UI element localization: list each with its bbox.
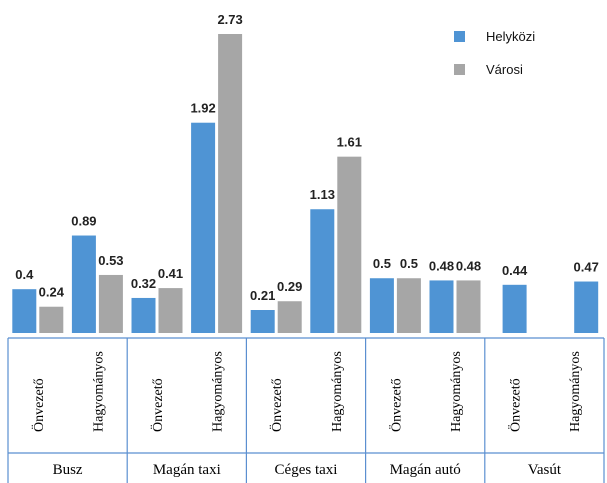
value-labels-layer: 0.4 0.24 0.89 0.53 0.320.41 1.92 2.73 0.210.29 1… <box>15 12 599 303</box>
tick-label-ceges-taxi-hagyomanyos: Hagyományos <box>330 351 345 432</box>
value-label-helykozi-busz-hagyomanyos: 0.89 <box>71 214 96 229</box>
value-label-helykozi-ceges-taxi-onvezeto: 0.21 <box>250 288 275 303</box>
bar-helykozi-busz-hagyomanyos <box>71 235 96 333</box>
category-axis-table: Önvezető Hagyományos Busz Önvezető Hagyomány… <box>7 337 605 483</box>
value-label-helykozi-magan-auto-onvezeto: 0.5 <box>373 256 391 271</box>
bar-varosi-magan-taxi-onvezeto <box>158 288 183 333</box>
legend-label-varosi: Városi <box>486 62 523 77</box>
tick-label-magan-taxi-hagyomanyos: Hagyományos <box>211 351 226 432</box>
value-label-helykozi-ceges-taxi-hagyomanyos: 1.13 <box>310 187 335 202</box>
legend-swatch-helykozi <box>454 31 465 42</box>
bar-varosi-magan-taxi-hagyomanyos <box>218 34 243 333</box>
bar-helykozi-ceges-taxi-onvezeto <box>250 310 275 333</box>
value-label-varosi-ceges-taxi-hagyomanyos: 1.61 <box>337 135 362 150</box>
tick-label-magan-auto-onvezeto: Önvezető <box>387 378 404 432</box>
tick-label-busz-hagyomanyos: Hagyományos <box>91 351 106 432</box>
bar-helykozi-magan-auto-hagyomanyos <box>429 280 454 333</box>
group-label-ceges-taxi: Céges taxi <box>275 462 338 478</box>
value-label-helykozi-magan-taxi-onvezeto: 0.32 <box>131 276 156 291</box>
legend: Helyközi Városi <box>454 29 535 77</box>
legend-label-helykozi: Helyközi <box>486 29 535 44</box>
group-label-busz: Busz <box>53 462 83 478</box>
tick-label-magan-auto-hagyomanyos: Hagyományos <box>449 351 464 432</box>
bar-varosi-ceges-taxi-onvezeto <box>277 301 302 333</box>
value-label-varosi-magan-auto-hagyomanyos: 0.48 <box>456 258 481 273</box>
bar-helykozi-busz-onvezeto <box>12 289 37 333</box>
value-label-varosi-magan-taxi-onvezeto: 0.41 <box>158 266 183 281</box>
group-label-magan-auto: Magán autó <box>390 462 461 478</box>
bar-varosi-ceges-taxi-hagyomanyos <box>337 156 362 333</box>
value-label-varosi-ceges-taxi-onvezeto: 0.29 <box>277 279 302 294</box>
value-label-varosi-magan-auto-onvezeto: 0.5 <box>400 256 418 271</box>
legend-swatch-varosi <box>454 64 465 75</box>
tick-label-vasut-hagyomanyos: Hagyományos <box>568 351 583 432</box>
value-label-helykozi-vasut-onvezeto: 0.44 <box>502 263 528 278</box>
bar-helykozi-magan-taxi-onvezeto <box>131 297 156 333</box>
bars-layer <box>12 34 599 333</box>
bar-varosi-magan-auto-onvezeto <box>396 278 421 333</box>
value-label-helykozi-magan-taxi-hagyomanyos: 1.92 <box>190 101 215 116</box>
tick-label-vasut-onvezeto: Önvezető <box>507 378 524 432</box>
group-label-magan-taxi: Magán taxi <box>153 462 221 478</box>
value-label-varosi-busz-onvezeto: 0.24 <box>39 285 65 300</box>
bar-helykozi-magan-auto-onvezeto <box>369 278 394 333</box>
value-label-helykozi-magan-auto-hagyomanyos: 0.48 <box>429 258 454 273</box>
bar-helykozi-vasut-onvezeto <box>502 284 527 333</box>
value-label-varosi-magan-taxi-hagyomanyos: 2.73 <box>217 12 242 27</box>
tick-label-busz-onvezeto: Önvezető <box>30 378 47 432</box>
bar-helykozi-magan-taxi-hagyomanyos <box>191 122 216 333</box>
value-label-varosi-busz-hagyomanyos: 0.53 <box>98 253 123 268</box>
bar-helykozi-ceges-taxi-hagyomanyos <box>310 209 335 333</box>
tick-label-magan-taxi-onvezeto: Önvezető <box>149 378 166 432</box>
bar-varosi-magan-auto-hagyomanyos <box>456 280 481 333</box>
bar-helykozi-vasut-hagyomanyos <box>574 281 599 333</box>
value-label-helykozi-vasut-hagyomanyos: 0.47 <box>574 260 599 275</box>
group-label-vasut: Vasút <box>528 462 562 478</box>
bar-varosi-busz-hagyomanyos <box>98 274 123 333</box>
tick-label-ceges-taxi-onvezeto: Önvezető <box>268 378 285 432</box>
value-label-helykozi-busz-onvezeto: 0.4 <box>15 267 34 282</box>
bar-varosi-busz-onvezeto <box>39 306 64 333</box>
